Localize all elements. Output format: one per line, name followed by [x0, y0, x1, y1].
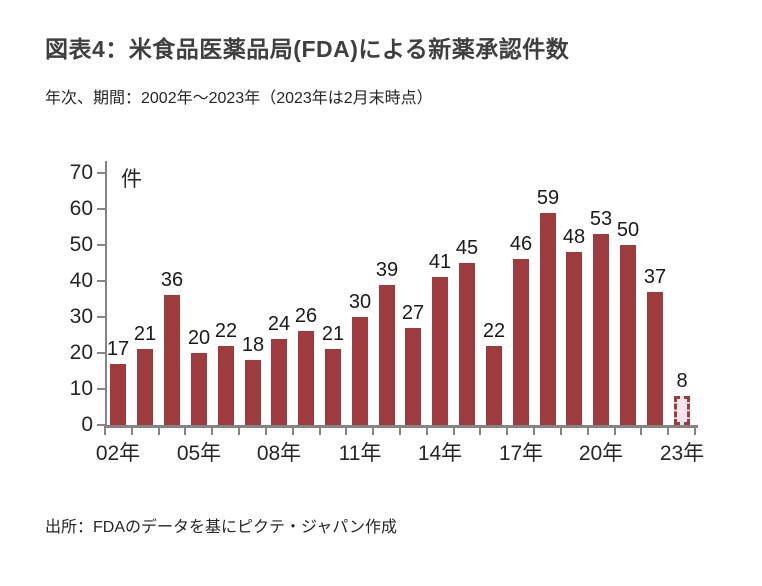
- x-tick-label: 05年: [176, 442, 222, 465]
- x-axis-tick: [479, 428, 482, 435]
- y-axis-tick: [97, 280, 105, 282]
- x-axis-tick: [640, 428, 643, 435]
- x-axis-tick: [372, 428, 375, 435]
- x-axis-tick: [667, 428, 670, 435]
- page-title: 図表4：米食品医薬品局(FDA)による新薬承認件数: [45, 36, 570, 62]
- bar: [620, 245, 636, 425]
- bar-value-label: 50: [616, 219, 640, 241]
- bar-value-label: 37: [643, 266, 667, 288]
- y-axis-tick: [97, 172, 105, 174]
- y-axis-tick: [97, 424, 105, 426]
- bar: [405, 328, 421, 425]
- y-axis-tick: [97, 244, 105, 246]
- bar-value-label: 22: [214, 320, 238, 342]
- x-axis-tick: [157, 428, 160, 435]
- x-axis-tick: [211, 428, 214, 435]
- bar-value-label: 21: [321, 323, 345, 345]
- x-axis-tick: [694, 428, 696, 435]
- source-note: 出所：FDAのデータを基にピクテ・ジャパン作成: [45, 519, 398, 536]
- bar: [647, 292, 663, 425]
- x-axis-tick: [291, 428, 294, 435]
- x-axis-tick: [104, 428, 106, 435]
- x-tick-label: 11年: [338, 442, 382, 465]
- bar-value-label: 48: [562, 226, 586, 248]
- y-tick-label: 40: [69, 269, 93, 292]
- x-tick-label: 23年: [659, 442, 705, 465]
- bar: [325, 349, 341, 425]
- bar: [164, 295, 180, 425]
- y-axis-line: [105, 161, 107, 427]
- x-tick-label: 02年: [95, 442, 141, 465]
- bar: [218, 346, 234, 425]
- y-tick-label: 50: [69, 233, 93, 256]
- bar: [432, 277, 448, 425]
- y-tick-label: 20: [69, 341, 93, 364]
- x-axis-tick: [130, 428, 133, 435]
- x-axis-tick: [613, 428, 616, 435]
- bar-value-label: 24: [267, 313, 291, 335]
- bar: [486, 346, 502, 425]
- y-tick-label: 0: [81, 413, 93, 436]
- x-axis-line: [104, 425, 698, 428]
- y-tick-label: 30: [69, 305, 93, 328]
- x-axis-tick: [345, 428, 348, 435]
- bar: [593, 234, 609, 425]
- bar: [298, 331, 314, 425]
- x-axis-tick: [506, 428, 509, 435]
- y-axis-tick: [97, 208, 105, 210]
- x-axis-tick: [399, 428, 401, 435]
- bar-value-label: 39: [375, 259, 399, 281]
- bar-value-label: 30: [348, 291, 372, 313]
- bar-value-label: 26: [294, 305, 318, 327]
- bar-value-label: 27: [401, 302, 425, 324]
- x-axis-tick: [184, 428, 187, 435]
- y-tick-label: 10: [69, 377, 93, 400]
- bar-value-label: 46: [509, 233, 533, 255]
- bar: [540, 213, 556, 425]
- x-tick-label: 20年: [578, 442, 624, 465]
- x-axis-tick: [264, 428, 267, 435]
- bar-value-label: 45: [455, 237, 479, 259]
- bar: [137, 349, 153, 425]
- bar-value-label: 8: [676, 370, 688, 392]
- bar-value-label: 21: [133, 323, 157, 345]
- x-axis-tick: [425, 428, 428, 435]
- bar-value-label: 41: [428, 251, 452, 273]
- chart-subtitle: 年次、期間：2002年～2023年（2023年は2月末時点）: [45, 90, 433, 107]
- y-tick-label: 60: [69, 197, 93, 220]
- x-tick-label: 17年: [498, 442, 544, 465]
- bar-value-label: 59: [536, 187, 560, 209]
- x-axis-tick: [238, 428, 241, 435]
- x-tick-label: 08年: [256, 442, 302, 465]
- bar: [566, 252, 582, 425]
- bar-value-label: 53: [589, 208, 613, 230]
- x-axis-tick: [452, 428, 455, 435]
- y-axis-unit-label: 件: [121, 168, 142, 191]
- bar: [110, 364, 126, 425]
- bar: [191, 353, 207, 425]
- bar-value-label: 18: [241, 334, 265, 356]
- bar-value-label: 17: [106, 338, 130, 360]
- y-axis-tick: [97, 316, 105, 318]
- x-tick-label: 14年: [417, 442, 463, 465]
- y-axis-tick: [97, 352, 105, 354]
- bar-value-label: 20: [187, 327, 211, 349]
- bar: [379, 285, 395, 425]
- x-axis-tick: [559, 428, 562, 435]
- y-axis-tick: [97, 388, 105, 390]
- bar-chart: 0 10 20 30 40 50 60 70 件 17 21 36 20 22 18 24 26 21 30 39 27…: [0, 130, 762, 490]
- bar-forecast: [674, 396, 690, 425]
- x-axis-tick: [318, 428, 321, 435]
- bar: [245, 360, 261, 425]
- bar-value-label: 22: [482, 320, 506, 342]
- bar: [271, 339, 287, 425]
- bar: [513, 259, 529, 425]
- x-axis-tick: [533, 428, 536, 435]
- x-axis-tick: [586, 428, 589, 435]
- bar: [352, 317, 368, 425]
- bar: [459, 263, 475, 425]
- bar-value-label: 36: [160, 269, 184, 291]
- y-tick-label: 70: [69, 161, 93, 184]
